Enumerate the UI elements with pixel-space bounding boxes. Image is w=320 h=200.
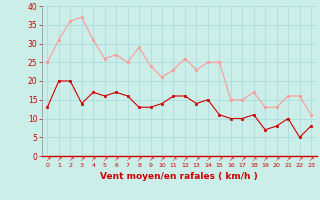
- X-axis label: Vent moyen/en rafales ( km/h ): Vent moyen/en rafales ( km/h ): [100, 172, 258, 181]
